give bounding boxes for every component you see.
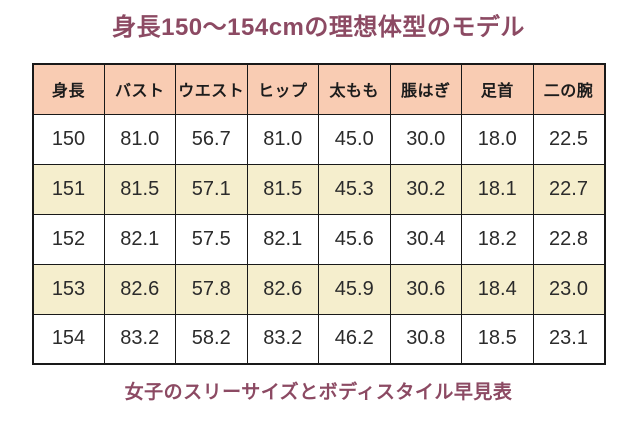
table-cell: 57.5 xyxy=(175,213,248,265)
table-header: 身長 バスト ウエスト ヒップ 太もも 脹はぎ 足首 二の腕 xyxy=(32,63,605,115)
table-cell: 30.4 xyxy=(389,213,462,265)
measurements-table: 身長 バスト ウエスト ヒップ 太もも 脹はぎ 足首 二の腕 150 81.0 … xyxy=(31,63,606,365)
chart-caption: 女子のスリーサイズとボディスタイル早見表 xyxy=(124,382,513,403)
header-row: 身長 バスト ウエスト ヒップ 太もも 脹はぎ 足首 二の腕 xyxy=(32,63,605,115)
table-cell: 18.1 xyxy=(461,163,534,215)
table-cell: 82.1 xyxy=(103,213,176,265)
table-cell: 152 xyxy=(32,213,105,265)
table-cell: 45.3 xyxy=(318,163,391,215)
table-cell: 22.8 xyxy=(532,213,605,265)
table-row: 153 82.6 57.8 82.6 45.9 30.6 18.4 23.0 xyxy=(32,263,605,315)
table-cell: 45.9 xyxy=(318,263,391,315)
table-cell: 45.6 xyxy=(318,213,391,265)
table-cell: 18.2 xyxy=(461,213,534,265)
table-cell: 81.0 xyxy=(246,113,319,165)
table-row: 152 82.1 57.5 82.1 45.6 30.4 18.2 22.8 xyxy=(32,213,605,265)
table-body: 150 81.0 56.7 81.0 45.0 30.0 18.0 22.5 1… xyxy=(32,113,605,365)
table-cell: 83.2 xyxy=(103,313,176,365)
table-cell: 58.2 xyxy=(175,313,248,365)
table-cell: 30.0 xyxy=(389,113,462,165)
table-cell: 30.6 xyxy=(389,263,462,315)
table-cell: 151 xyxy=(32,163,105,215)
table-cell: 22.7 xyxy=(532,163,605,215)
column-header-calf: 脹はぎ xyxy=(389,63,462,115)
column-header-waist: ウエスト xyxy=(175,63,248,115)
table-cell: 82.1 xyxy=(246,213,319,265)
column-header-upper-arm: 二の腕 xyxy=(532,63,605,115)
table-cell: 22.5 xyxy=(532,113,605,165)
column-header-ankle: 足首 xyxy=(461,63,534,115)
table-cell: 57.8 xyxy=(175,263,248,315)
table-cell: 83.2 xyxy=(246,313,319,365)
table-row: 154 83.2 58.2 83.2 46.2 30.8 18.5 23.1 xyxy=(32,313,605,365)
chart-title: 身長150〜154cmの理想体型のモデル xyxy=(112,14,525,41)
table-cell: 81.0 xyxy=(103,113,176,165)
table-cell: 81.5 xyxy=(103,163,176,215)
table-row: 150 81.0 56.7 81.0 45.0 30.0 18.0 22.5 xyxy=(32,113,605,165)
column-header-thigh: 太もも xyxy=(318,63,391,115)
table-cell: 154 xyxy=(32,313,105,365)
table-cell: 18.5 xyxy=(461,313,534,365)
column-header-bust: バスト xyxy=(103,63,176,115)
table-cell: 150 xyxy=(32,113,105,165)
table-cell: 23.1 xyxy=(532,313,605,365)
table-cell: 30.2 xyxy=(389,163,462,215)
column-header-hip: ヒップ xyxy=(246,63,319,115)
table-cell: 82.6 xyxy=(103,263,176,315)
table-cell: 18.4 xyxy=(461,263,534,315)
table-cell: 46.2 xyxy=(318,313,391,365)
column-header-height: 身長 xyxy=(32,63,105,115)
table-cell: 30.8 xyxy=(389,313,462,365)
table-cell: 82.6 xyxy=(246,263,319,315)
table-row: 151 81.5 57.1 81.5 45.3 30.2 18.1 22.7 xyxy=(32,163,605,215)
table-cell: 23.0 xyxy=(532,263,605,315)
table-cell: 153 xyxy=(32,263,105,315)
table-cell: 56.7 xyxy=(175,113,248,165)
table-cell: 18.0 xyxy=(461,113,534,165)
table-cell: 81.5 xyxy=(246,163,319,215)
table-cell: 57.1 xyxy=(175,163,248,215)
table-cell: 45.0 xyxy=(318,113,391,165)
